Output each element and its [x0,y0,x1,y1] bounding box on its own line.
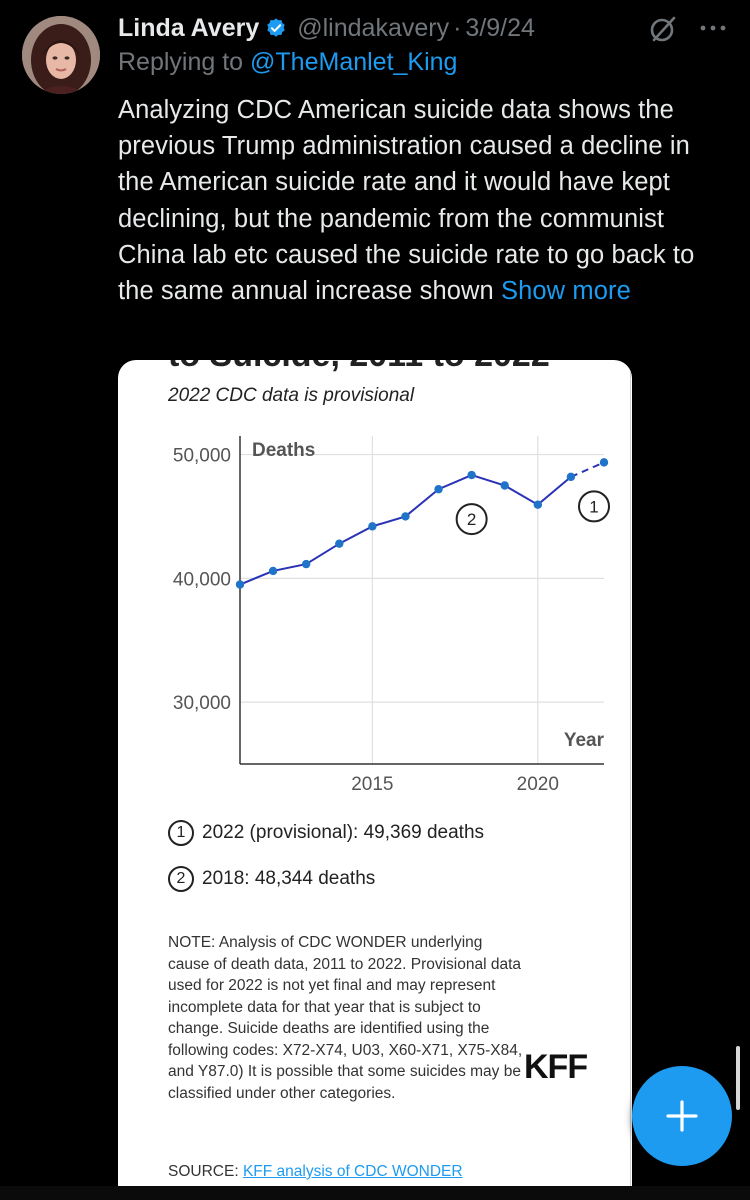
data-point [401,512,410,521]
x-tick-labels: 2015 2020 [351,774,559,795]
chart-marker-2 [455,503,488,536]
chart-note: NOTE: Analysis of CDC WONDER underlying … [168,934,523,1102]
annotation-text-2: 2018: 48,344 deaths [202,868,376,889]
x-axis-label: Year [564,730,605,751]
avatar-image [22,16,100,94]
x-tick-label: 2020 [517,774,559,795]
data-point [533,500,543,509]
data-point [566,472,576,482]
annotation-marker-1: 1 [168,820,194,846]
replying-prefix: Replying to [118,48,251,76]
verified-badge-icon [267,18,285,37]
data-point [235,580,245,589]
data-point [335,539,344,548]
y-tick-label: 40,000 [173,569,231,590]
plus-icon [666,1100,698,1132]
data-point [599,458,609,467]
scrollbar[interactable] [736,1046,740,1110]
chart-subtitle: 2022 CDC data is provisional [168,385,415,406]
chart-title-fragment: to Suicide, 2011 to 2022 [168,360,550,375]
series-line [239,473,572,586]
reply-mention-link[interactable]: @TheManlet_King [250,48,458,76]
tweet-header: Linda Avery @lindakavery · 3/9/24 [118,10,535,46]
annotation-text-1: 2022 (provisional): 49,369 deaths [202,822,485,843]
annotation-marker-2: 2 [168,866,194,892]
data-point [301,559,311,569]
user-handle[interactable]: @lindakavery [297,13,450,42]
series-line-provisional [570,461,605,478]
annotation-2: 2 2018: 48,344 deaths [168,866,375,892]
source-prefix: SOURCE: [168,1163,243,1180]
display-name[interactable]: Linda Avery [118,13,260,42]
tweet-text: Analyzing CDC American suicide data show… [118,92,728,309]
source-link[interactable]: KFF analysis of CDC WONDER [242,1163,463,1180]
data-point [268,566,278,576]
annotation-1: 1 2022 (provisional): 49,369 deaths [168,820,484,846]
y-axis-label: Deaths [252,440,315,461]
tweet-date[interactable]: 3/9/24 [465,13,535,42]
chart-markers: 12 [455,490,610,536]
avatar[interactable] [22,16,100,94]
grok-icon[interactable] [648,14,678,44]
replying-to: Replying to @TheManlet_King [118,48,457,77]
bottom-bar [0,1186,750,1200]
data-point [368,522,377,531]
card-divider [630,360,631,1200]
chart-source: SOURCE: KFF analysis of CDC WONDER [168,1163,463,1181]
cropped-title-area: to Suicide, 2011 to 2022 [118,360,632,376]
show-more-link[interactable]: Show more [501,277,631,306]
y-tick-labels: 30,000 40,000 50,000 [173,446,231,715]
media-image-card[interactable]: to Suicide, 2011 to 2022 2022 CDC data i… [118,360,632,1200]
compose-button[interactable] [632,1066,732,1166]
more-options-icon[interactable] [694,14,732,42]
separator-dot: · [453,13,462,42]
data-series [235,458,609,589]
data-point [434,485,443,494]
chart-marker-label-2: 2 [467,510,476,529]
chart-gridlines [240,436,604,764]
data-point [467,470,476,480]
y-tick-label: 30,000 [173,693,231,714]
tweet-body: Analyzing CDC American suicide data show… [118,96,695,306]
kff-logo: KFF [524,1048,588,1086]
chart-marker-1 [578,490,610,523]
data-point [500,481,509,490]
y-tick-label: 50,000 [173,446,231,467]
x-tick-label: 2015 [351,774,393,795]
chart-marker-label-1: 1 [589,497,598,516]
